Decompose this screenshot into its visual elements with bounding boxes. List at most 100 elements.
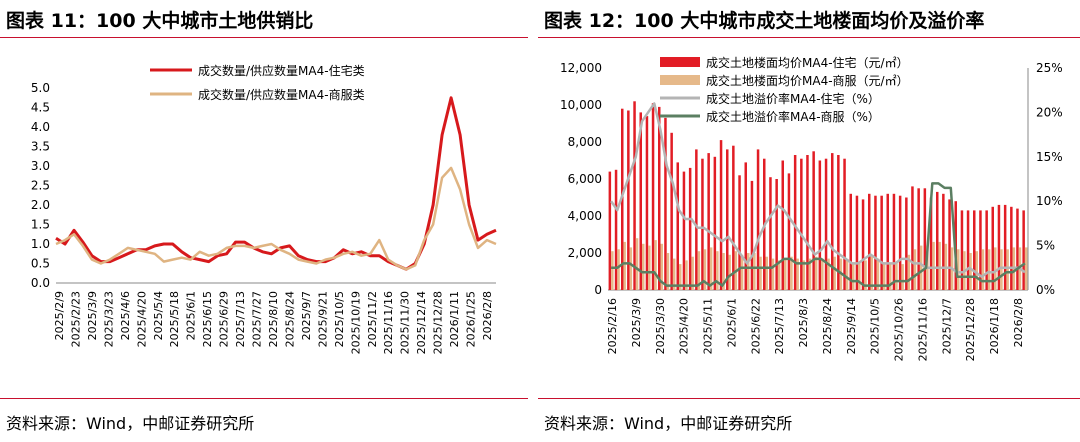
bar-commercial-price [882,262,886,291]
bar-residential-price [744,162,747,290]
x-tick-label: 2025/2/9 [53,291,66,340]
bar-residential-price [750,180,754,290]
bar-commercial-price [833,256,836,290]
bar-commercial-price [679,264,682,290]
x-tick-label: 2025/7/27 [251,291,264,347]
x-tick-label: 2025/9/21 [316,291,329,347]
legend-label: 成交数量/供应数量MA4-住宅类 [198,63,365,78]
y-right-tick-label: 25% [1036,61,1063,75]
bar-residential-price [738,175,741,290]
bar-residential-price [843,158,846,290]
bar-commercial-price [691,256,694,290]
x-tick-label: 2026/1/18 [988,298,1001,354]
bar-residential-price [800,158,803,290]
bar-commercial-price [697,251,701,290]
chart-source: 资料来源：Wind，中邮证券研究所 [544,414,793,433]
bar-residential-price [960,210,964,290]
x-tick-label: 2025/11/2 [366,291,379,347]
y-tick-label: 0.0 [31,276,50,290]
bar-commercial-price [672,258,676,290]
bar-commercial-price [771,258,775,290]
bar-commercial-price [654,240,657,290]
bar-commercial-price [1006,249,1009,290]
x-tick-label: 2025/4/6 [119,291,132,340]
bar-commercial-price [957,249,960,290]
y-tick-label: 3.5 [31,140,50,154]
bar-residential-price [880,195,883,290]
bar-residential-price [719,140,723,290]
bar-residential-price [855,195,859,290]
x-tick-label: 2025/6/15 [201,291,214,347]
x-tick-label: 2025/7/13 [773,298,786,354]
bar-commercial-price [747,253,750,290]
bar-residential-price [688,167,692,290]
bar-residential-price [824,158,828,290]
chart-source: 资料来源：Wind，中邮证券研究所 [6,414,255,433]
bar-residential-price [651,103,655,290]
bar-residential-price [985,210,988,290]
x-tick-label: 2025/6/1 [185,291,198,340]
title-divider [538,37,1080,38]
x-tick-label: 2025/10/5 [869,298,882,354]
title-divider [0,37,528,38]
bar-commercial-price [648,245,651,290]
bar-residential-price [936,191,939,290]
x-tick-label: 2025/8/10 [267,291,280,347]
line-chart: 5.0 4.5 4.0 3.5 3.0 2.5 2.0 1.5 1.0 0.5 0.0 成交数量/供应… [31,63,497,354]
bar-commercial-price [685,260,688,290]
x-tick-label: 2025/9/7 [300,291,313,340]
legend-swatch [660,57,700,67]
bar-residential-price [645,116,649,290]
x-tick-label: 2025/4/20 [135,291,148,347]
bar-residential-price [670,132,673,291]
legend-label: 成交数量/供应数量MA4-商服类 [198,87,365,102]
y-right-tick-label: 5% [1036,239,1055,253]
bar-commercial-price [642,243,645,291]
bar-commercial-price [1000,249,1003,290]
bar-commercial-price [722,253,725,290]
x-tick-label: 2025/5/11 [702,298,715,354]
y-left-tick-label: 4,000 [568,209,602,223]
x-tick-label: 2025/9/14 [845,298,858,354]
bar-residential-price [837,155,840,290]
bar-residential-price [769,177,772,290]
bar-residential-price [1003,204,1007,290]
bar-residential-price [868,193,871,290]
bar-commercial-price [987,249,991,290]
bar-commercial-price [852,262,855,291]
chart-title: 图表 11：100 大中城市土地供销比 [6,10,314,32]
y-tick-label: 2.0 [31,198,50,212]
bar-commercial-price [845,260,849,290]
bar-commercial-price [932,241,935,290]
y-left-tick-label: 12,000 [560,61,602,75]
x-tick-label: 2025/12/28 [964,298,977,361]
y-right-tick-label: 0% [1036,283,1055,297]
x-tick-label: 2025/3/23 [102,291,115,347]
bar-residential-price [818,160,822,290]
bar-residential-price [973,210,976,290]
x-tick-label: 2025/12/7 [940,298,953,354]
bar-commercial-price [623,241,626,290]
bar-commercial-price [777,260,781,290]
x-tick-label: 2025/3/9 [86,291,99,340]
bar-commercial-price [660,243,663,291]
x-tick-label: 2026/1/25 [465,291,478,347]
x-tick-label: 2026/1/11 [448,291,461,347]
bar-residential-price [707,153,710,290]
legend-label: 成交土地溢价率MA4-商服（%） [706,109,880,124]
bar-residential-price [1016,208,1019,290]
bar-residential-price [676,162,679,290]
bar-residential-price [713,156,717,290]
bar-residential-price [726,149,729,290]
x-tick-label: 2025/11/16 [916,298,929,361]
bar-residential-price [966,210,970,290]
bar-commercial-price [981,249,985,290]
bar-residential-price [917,188,920,291]
bar-residential-price [929,197,933,290]
y-left-tick-label: 2,000 [568,246,602,260]
bar-residential-price [849,193,852,290]
bar-residential-price [732,145,735,290]
bar-residential-price [756,149,760,290]
x-tick-label: 2025/3/30 [654,298,667,354]
source-divider [538,398,1080,399]
